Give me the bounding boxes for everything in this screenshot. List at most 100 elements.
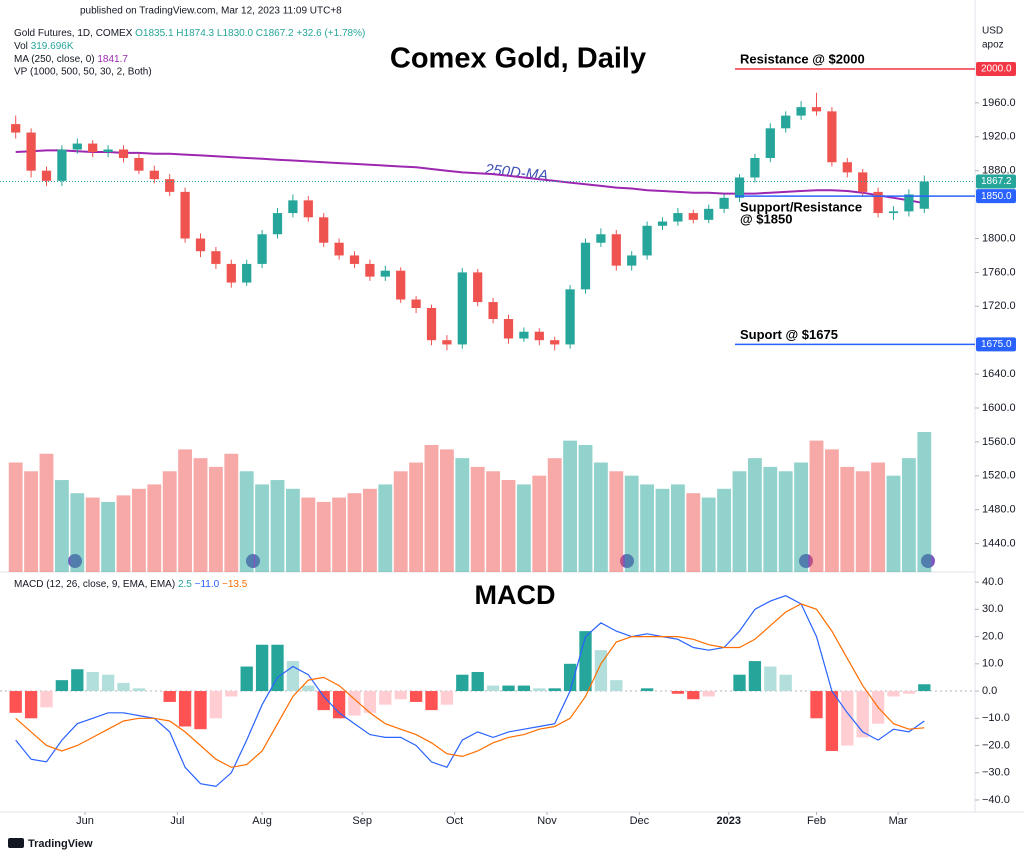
candle-body xyxy=(657,221,668,226)
candle-body xyxy=(41,170,52,181)
macd-histogram-bar xyxy=(563,663,577,692)
volume-bar xyxy=(224,453,239,572)
volume-bar xyxy=(732,471,747,572)
macd-histogram-bar xyxy=(317,691,330,711)
vp-legend: VP (1000, 500, 50, 30, 2, Both) xyxy=(14,67,152,78)
y-tick-label: 1920.0 xyxy=(982,131,1016,143)
volume-bar xyxy=(301,497,316,572)
candle-body xyxy=(396,270,406,300)
candle-body xyxy=(180,191,190,239)
candle-body xyxy=(11,124,21,133)
macd-histogram-bar xyxy=(764,666,777,692)
volume-bar xyxy=(501,480,516,572)
candle-body xyxy=(488,302,498,320)
macd-histogram-bar xyxy=(379,691,392,705)
candle-body xyxy=(719,197,729,209)
volume-bar xyxy=(147,484,162,572)
candle-body xyxy=(426,307,437,341)
candle-body xyxy=(319,217,329,243)
volume-bar xyxy=(347,493,362,572)
y-tick-label: 1800.0 xyxy=(982,232,1016,244)
macd-histogram-bar xyxy=(240,666,253,692)
volume-bar xyxy=(563,440,578,572)
x-tick-label: Sep xyxy=(352,815,372,827)
macd-legend-name: MACD (12, 26, close, 9, EMA, EMA) xyxy=(14,579,175,590)
candle-body xyxy=(765,128,775,158)
y-tick-label: 1960.0 xyxy=(982,97,1016,109)
macd-histogram-bar xyxy=(456,674,469,692)
candle-body xyxy=(411,299,421,308)
level-label: 1850.0 xyxy=(981,191,1012,202)
candle-body xyxy=(457,272,467,345)
y-tick-label: 1520.0 xyxy=(982,470,1016,482)
macd-histogram-bar xyxy=(517,685,531,692)
volume-bar xyxy=(85,497,100,572)
symbol: Gold Futures, 1D, COMEX xyxy=(14,28,133,39)
ma-name: MA (250, close, 0) xyxy=(14,54,95,65)
macd-histogram-bar xyxy=(748,661,762,692)
volume-bar xyxy=(794,462,809,572)
macd-histogram-bar xyxy=(9,691,22,713)
candle-body xyxy=(858,172,868,192)
macd-histogram-bar xyxy=(178,691,192,727)
volume-bar xyxy=(378,484,393,572)
macd-histogram-bar xyxy=(810,691,823,719)
volume-bar xyxy=(470,466,485,572)
x-tick-label: 2023 xyxy=(716,815,740,827)
volume-bar xyxy=(270,480,285,572)
candle-body xyxy=(888,211,899,214)
candle-body xyxy=(781,115,791,129)
macd-y-tick-label: 20.0 xyxy=(982,630,1003,642)
candle-body xyxy=(303,200,313,218)
volume-bar xyxy=(455,458,470,572)
macd-histogram-bar xyxy=(548,688,561,692)
macd-histogram-bar xyxy=(394,691,407,700)
macd-histogram-bar xyxy=(425,691,438,711)
macd-histogram-bar xyxy=(71,669,84,692)
volume-bar xyxy=(332,497,347,572)
macd-histogram-bar xyxy=(163,691,176,702)
level-label-bg xyxy=(976,61,1016,76)
y-tick-label: 1720.0 xyxy=(982,300,1016,312)
logo xyxy=(8,838,24,848)
macd-histogram-bar xyxy=(486,685,500,692)
y-tick-label: 1560.0 xyxy=(982,436,1016,448)
candle-body xyxy=(750,157,760,178)
macd-y-tick-label: −30.0 xyxy=(982,767,1010,779)
volume-bar xyxy=(316,501,331,572)
level-annotation: @ $1850 xyxy=(740,212,792,227)
chart-title: Comex Gold, Daily xyxy=(390,43,646,75)
vol-value: 319.696K xyxy=(31,41,74,52)
macd-title: MACD xyxy=(475,580,556,610)
candle-body xyxy=(827,111,837,163)
macd-histogram-bar xyxy=(471,671,484,692)
macd-legend-signal: −13.5 xyxy=(222,579,248,590)
macd-histogram-bar xyxy=(24,691,38,719)
candle-body xyxy=(195,238,206,252)
macd-histogram-bar xyxy=(86,671,99,692)
volume-bar xyxy=(8,462,23,572)
macd-histogram-bar xyxy=(733,674,746,692)
candle-body xyxy=(349,255,360,264)
macd-histogram-bar xyxy=(409,691,423,702)
volume-bar xyxy=(178,449,193,572)
macd-legend: MACD (12, 26, close, 9, EMA, EMA) 2.5 −1… xyxy=(14,579,248,590)
currency: USD xyxy=(982,26,1003,37)
candle-body xyxy=(134,157,144,171)
volume-bar xyxy=(686,493,701,572)
macd-histogram-bar xyxy=(194,691,207,730)
x-tick-label: Nov xyxy=(537,815,557,827)
volume-bar xyxy=(886,475,901,572)
candle-body xyxy=(673,213,683,222)
macd-histogram-bar xyxy=(687,691,700,700)
volume-bar xyxy=(39,453,54,572)
y-tick-label: 1600.0 xyxy=(982,402,1016,414)
macd-y-tick-label: −40.0 xyxy=(982,794,1010,806)
ohlc: O1835.1 H1874.3 L1830.0 C1867.2 +32.6 (+… xyxy=(135,28,365,39)
macd-histogram-bar xyxy=(302,685,315,692)
volume-bar xyxy=(763,466,778,572)
x-tick-label: Feb xyxy=(807,815,826,827)
macd-histogram-bar xyxy=(640,688,654,692)
macd-histogram-bar xyxy=(132,688,146,692)
macd-histogram-bar xyxy=(55,680,69,692)
